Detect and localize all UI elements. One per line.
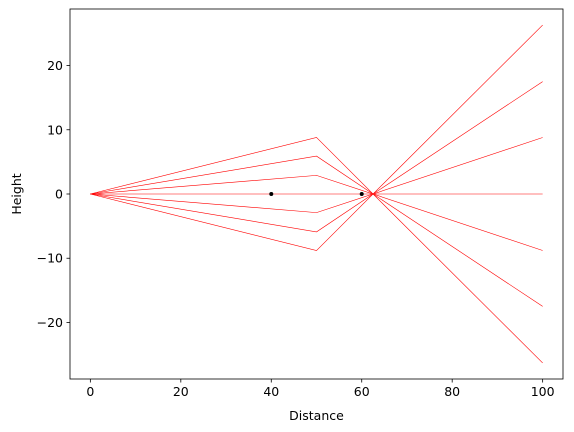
- series-lines: [90, 24, 543, 364]
- x-axis-ticks: 0 20 40 60 80 100: [86, 379, 555, 399]
- x-tick-label: 20: [173, 384, 189, 399]
- series-line-5: [90, 193, 543, 251]
- series-line-6: [90, 193, 543, 307]
- y-tick-label: −20: [37, 315, 63, 330]
- data-point-1: [269, 192, 274, 196]
- series-line-1: [90, 24, 543, 195]
- x-tick-label: 80: [444, 384, 460, 399]
- x-tick-label: 0: [86, 384, 94, 399]
- y-tick-label: 10: [47, 122, 63, 137]
- y-tick-label: 20: [47, 58, 63, 73]
- x-tick-label: 40: [263, 384, 279, 399]
- y-tick-label: −10: [37, 251, 63, 266]
- series-line-3: [90, 137, 543, 195]
- y-tick-label: 0: [55, 187, 63, 202]
- y-axis-ticks: −20 −10 0 10 20: [37, 58, 70, 330]
- data-point-2: [359, 192, 364, 196]
- x-tick-label: 60: [354, 384, 370, 399]
- y-axis-label: Height: [9, 173, 24, 214]
- data-points: [269, 192, 364, 196]
- series-line-7: [90, 193, 543, 364]
- x-tick-label: 100: [531, 384, 555, 399]
- x-axis-label: Distance: [289, 408, 344, 423]
- series-line-2: [90, 81, 543, 195]
